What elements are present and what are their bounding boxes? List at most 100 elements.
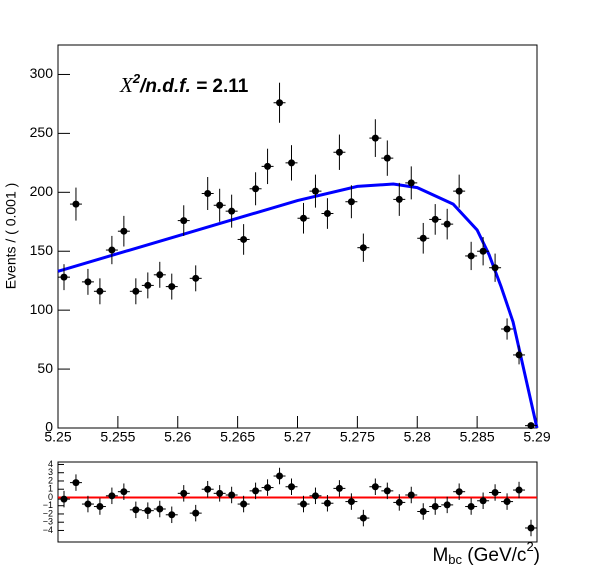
data-point: [527, 422, 535, 430]
data-point: [515, 486, 523, 494]
data-point: [419, 507, 427, 515]
x-label-part: (GeV/c: [462, 545, 526, 566]
y-tick-label: 250: [30, 124, 54, 140]
data-point: [180, 217, 188, 225]
data-point: [288, 159, 296, 167]
x-tick-label: 5.27: [284, 429, 311, 445]
data-point: [371, 134, 379, 142]
data-point: [395, 498, 403, 506]
y-tick-label: 2: [48, 475, 53, 485]
data-point: [108, 492, 116, 500]
x-tick-label: 5.26: [164, 429, 191, 445]
y-tick-label: 300: [30, 65, 54, 81]
data-point: [108, 246, 116, 254]
data-point: [156, 505, 164, 513]
data-point: [479, 247, 487, 255]
y-tick-label: 150: [30, 242, 54, 258]
data-point: [192, 509, 200, 517]
x-axis-label: Mbc (GeV/c2): [432, 539, 540, 567]
data-point: [216, 489, 224, 497]
data-point: [60, 273, 68, 281]
data-point: [96, 287, 104, 295]
data-point: [335, 148, 343, 156]
data-point: [120, 488, 128, 496]
data-point: [467, 252, 475, 260]
data-point: [527, 524, 535, 532]
data-point: [252, 487, 260, 495]
y-tick-label: 100: [30, 301, 54, 317]
data-point: [132, 287, 140, 295]
annotation-part: 2.11: [212, 76, 248, 97]
x-tick-label: 5.275: [340, 429, 375, 445]
data-point: [156, 271, 164, 279]
data-point: [491, 264, 499, 272]
data-point: [168, 511, 176, 519]
data-point: [371, 483, 379, 491]
x-tick-label: 5.285: [460, 429, 495, 445]
data-point: [228, 491, 236, 499]
data-point: [323, 210, 331, 218]
data-point: [252, 185, 260, 193]
data-point: [335, 484, 343, 492]
y-tick-label: 200: [30, 183, 54, 199]
data-point: [264, 162, 272, 170]
data-point: [204, 485, 212, 493]
data-point: [455, 488, 463, 496]
y-tick-label: −3: [43, 517, 53, 527]
annotation-part: /n.d.f. =: [139, 76, 212, 97]
y-tick-label: 0: [48, 492, 53, 502]
data-point: [407, 179, 415, 187]
data-point: [192, 274, 200, 282]
annotation: X2/n.d.f. = 2.11: [119, 71, 249, 97]
data-point: [216, 201, 224, 209]
data-point: [431, 503, 439, 511]
x-tick-label: 5.28: [404, 429, 431, 445]
data-point: [455, 187, 463, 195]
data-point: [491, 489, 499, 497]
data-point: [479, 497, 487, 505]
data-point: [515, 351, 523, 359]
pull-frame: [57, 461, 538, 543]
data-point: [84, 500, 92, 508]
x-label-part: M: [432, 545, 448, 566]
data-point: [276, 472, 284, 480]
data-point: [144, 281, 152, 289]
data-point: [72, 200, 80, 208]
data-point: [264, 484, 272, 492]
x-tick-label: 5.25: [44, 429, 71, 445]
y-tick-label: −4: [43, 525, 53, 535]
data-point: [299, 500, 307, 508]
data-point: [96, 503, 104, 511]
x-tick-label: 5.265: [220, 429, 255, 445]
data-point: [60, 495, 68, 503]
data-point: [347, 498, 355, 506]
annotation-part: 2: [132, 71, 141, 86]
fit-curve: [57, 182, 539, 429]
data-point: [276, 99, 284, 107]
x-label-part: ): [534, 545, 540, 566]
data-point: [132, 506, 140, 514]
data-point: [407, 491, 415, 499]
data-point: [359, 244, 367, 252]
y-tick-label: 4: [48, 459, 53, 469]
data-point: [120, 227, 128, 235]
data-point: [347, 198, 355, 206]
x-label-part: 2: [526, 539, 533, 554]
data-point: [395, 195, 403, 203]
y-axis-label: Events / ( 0.001 ): [3, 183, 19, 290]
data-point: [228, 207, 236, 215]
data-point: [419, 234, 427, 242]
data-point: [503, 498, 511, 506]
y-tick-label: 50: [37, 360, 53, 376]
data-point: [180, 489, 188, 497]
data-point: [144, 507, 152, 515]
data-point: [204, 189, 212, 197]
data-point: [240, 235, 248, 243]
data-point: [383, 487, 391, 495]
y-tick-label: −1: [43, 500, 53, 510]
data-point: [503, 325, 511, 333]
data-point: [443, 501, 451, 509]
data-point: [311, 492, 319, 500]
